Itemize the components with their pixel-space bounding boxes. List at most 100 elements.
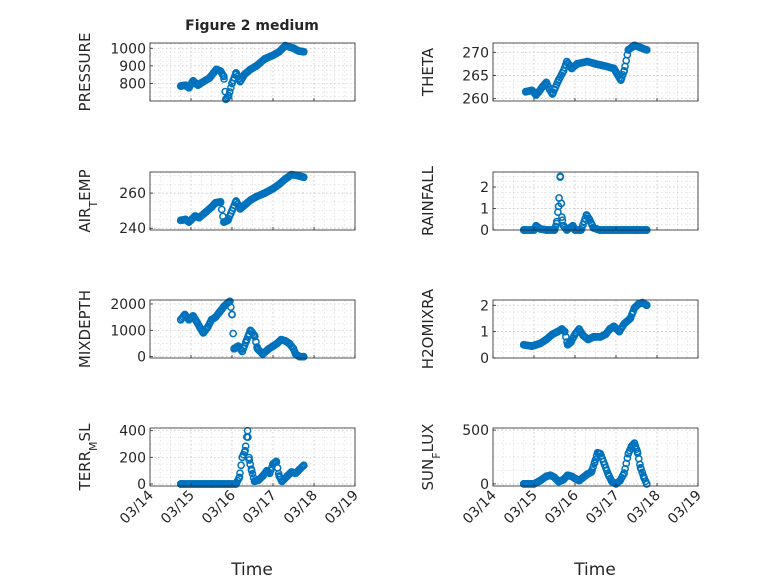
y-tick-label: 270 (462, 45, 489, 61)
data-point (590, 458, 599, 467)
data-point (224, 216, 232, 225)
data-point (294, 47, 303, 55)
y-tick-label: 800 (119, 76, 146, 92)
data-point (176, 82, 185, 90)
y-axis-label: PRESSURE (76, 33, 94, 112)
data-point (571, 330, 579, 339)
data-point (236, 77, 245, 86)
y-axis-label: MIXDEPTH (76, 290, 94, 368)
data-point (295, 352, 304, 361)
data-point (630, 304, 639, 312)
data-point (191, 212, 199, 220)
data-point (275, 47, 283, 56)
y-tick-label: 260 (462, 92, 489, 108)
data-point (285, 339, 294, 348)
data-point (559, 66, 568, 75)
data-point (250, 331, 259, 340)
data-point (258, 350, 267, 358)
data-point (299, 461, 308, 470)
data-point (536, 476, 545, 485)
data-point (224, 91, 233, 100)
axes-box (492, 171, 699, 231)
data-point (530, 480, 538, 488)
data-point (229, 329, 237, 338)
subplot-mixdepth: 0 1000 2000 MIXDEPTH (76, 290, 356, 368)
data-point (546, 471, 555, 480)
figure-title: Figure 2 medium (185, 18, 319, 34)
data-point (234, 342, 242, 350)
subplot-rainfall: 0 1 2 RAINFALL (419, 165, 699, 239)
data-point (562, 333, 570, 341)
data-point (269, 184, 277, 193)
data-point (211, 313, 220, 321)
data-point (633, 447, 642, 456)
data-point (567, 338, 575, 347)
data-point (219, 72, 228, 81)
data-point (232, 69, 240, 77)
data-point (560, 327, 569, 336)
data-point (275, 180, 283, 189)
y-axis-label: RAINFALL (419, 165, 437, 236)
data-point (571, 474, 579, 483)
data-point (620, 319, 629, 328)
data-point (216, 67, 225, 75)
y-tick-label: 0 (137, 350, 146, 366)
y-tick-label: 900 (119, 59, 146, 75)
data-point (232, 480, 240, 488)
data-point (642, 301, 651, 310)
data-point (185, 218, 193, 226)
y-axis-label: SUNFLUX (419, 424, 443, 491)
data-point (176, 216, 185, 225)
data-point (542, 78, 551, 87)
data-point (205, 74, 214, 83)
data-point (610, 64, 618, 73)
subplot-h2omixra: 0 1 2 H2OMIXRA (419, 288, 699, 369)
x-axis-label-right: Time (573, 560, 616, 580)
y-tick-label: 0 (480, 351, 489, 367)
data-point (194, 81, 202, 90)
data-point (241, 446, 249, 455)
data-point (519, 340, 528, 349)
y-tick-label: 0 (137, 477, 146, 493)
data-point (552, 219, 561, 228)
y-tick-label: 400 (119, 424, 146, 440)
data-point (192, 79, 200, 88)
data-point (554, 76, 563, 84)
data-point (587, 468, 596, 476)
data-point (237, 461, 245, 470)
data-point (542, 472, 551, 481)
data-point (232, 197, 240, 205)
data-point (185, 315, 193, 324)
data-point (608, 477, 616, 486)
data-point (536, 339, 545, 348)
data-point (252, 192, 261, 201)
data-point (528, 342, 536, 350)
data-point (626, 314, 635, 323)
y-tick-label: 500 (462, 423, 489, 439)
data-point (189, 311, 197, 320)
data-point (604, 471, 613, 480)
data-point (624, 449, 633, 458)
data-point (250, 477, 259, 486)
data-point (542, 335, 551, 344)
data-point (207, 203, 216, 211)
data-point (554, 202, 563, 211)
data-point (567, 64, 576, 73)
data-point (203, 323, 212, 332)
data-point (287, 468, 296, 476)
data-point (532, 340, 540, 349)
data-point (185, 83, 193, 92)
y-axis-label: THETA (419, 47, 437, 97)
data-point (610, 322, 618, 331)
data-point (583, 470, 592, 479)
data-point (562, 57, 571, 66)
data-point (620, 66, 629, 75)
y-tick-label: 0 (480, 477, 489, 493)
data-point (238, 347, 247, 356)
data-point (630, 439, 639, 447)
data-point (272, 457, 281, 466)
data-point (623, 454, 632, 462)
data-point (217, 205, 226, 214)
